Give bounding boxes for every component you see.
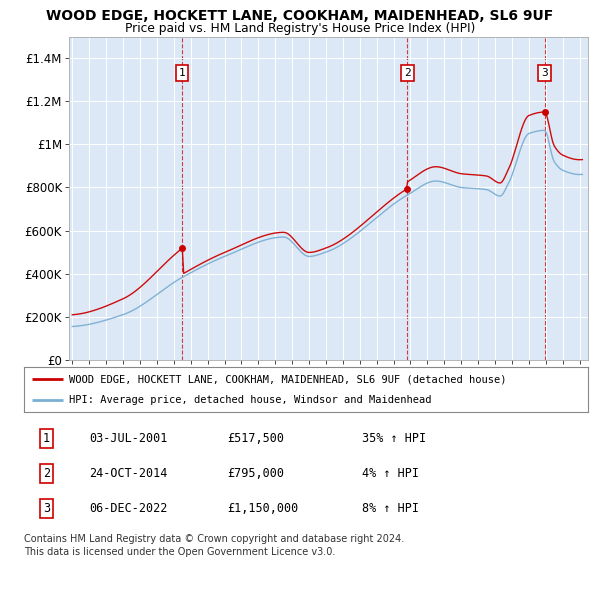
- Text: Contains HM Land Registry data © Crown copyright and database right 2024.
This d: Contains HM Land Registry data © Crown c…: [24, 534, 404, 557]
- Text: 3: 3: [541, 68, 548, 78]
- Text: 1: 1: [179, 68, 185, 78]
- Text: 1: 1: [43, 432, 50, 445]
- Text: £795,000: £795,000: [227, 467, 284, 480]
- Text: 2: 2: [43, 467, 50, 480]
- Text: WOOD EDGE, HOCKETT LANE, COOKHAM, MAIDENHEAD, SL6 9UF: WOOD EDGE, HOCKETT LANE, COOKHAM, MAIDEN…: [46, 9, 554, 23]
- Text: WOOD EDGE, HOCKETT LANE, COOKHAM, MAIDENHEAD, SL6 9UF (detached house): WOOD EDGE, HOCKETT LANE, COOKHAM, MAIDEN…: [69, 374, 506, 384]
- Text: 35% ↑ HPI: 35% ↑ HPI: [362, 432, 427, 445]
- Text: 8% ↑ HPI: 8% ↑ HPI: [362, 502, 419, 515]
- Text: £517,500: £517,500: [227, 432, 284, 445]
- Text: 24-OCT-2014: 24-OCT-2014: [89, 467, 167, 480]
- Text: 03-JUL-2001: 03-JUL-2001: [89, 432, 167, 445]
- Text: HPI: Average price, detached house, Windsor and Maidenhead: HPI: Average price, detached house, Wind…: [69, 395, 431, 405]
- Text: 4% ↑ HPI: 4% ↑ HPI: [362, 467, 419, 480]
- Text: Price paid vs. HM Land Registry's House Price Index (HPI): Price paid vs. HM Land Registry's House …: [125, 22, 475, 35]
- Text: 06-DEC-2022: 06-DEC-2022: [89, 502, 167, 515]
- Text: 2: 2: [404, 68, 411, 78]
- Text: 3: 3: [43, 502, 50, 515]
- Text: £1,150,000: £1,150,000: [227, 502, 298, 515]
